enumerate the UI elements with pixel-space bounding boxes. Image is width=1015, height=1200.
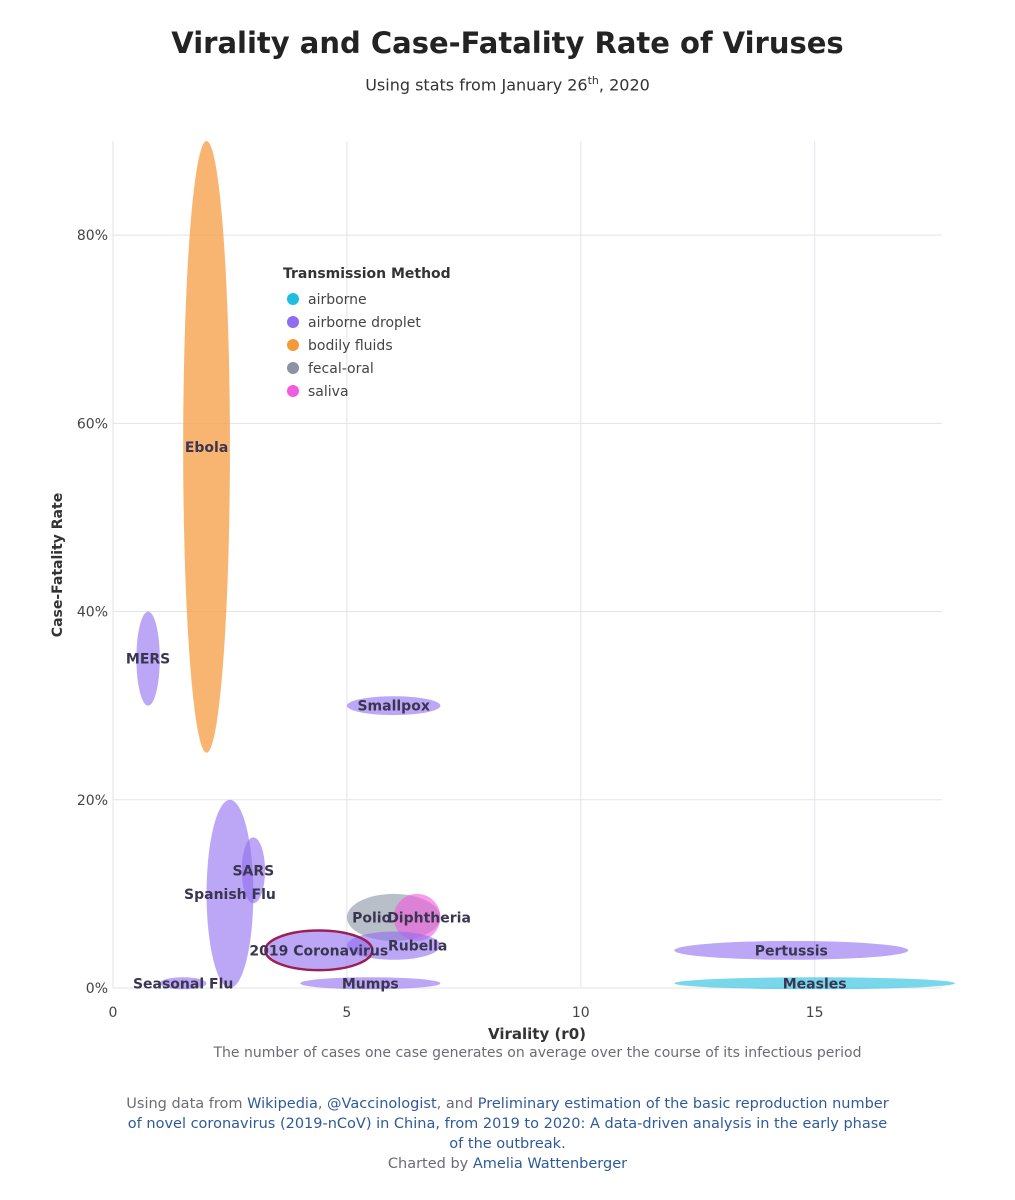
source-sep-2: , and bbox=[436, 1096, 478, 1112]
y-axis-label: Case-Fatality Rate bbox=[50, 493, 66, 637]
scatter-chart: Ebola MERS Smallpox Spanish Flu SARS PolioDip… bbox=[50, 141, 955, 1043]
legend-item-label: airborne droplet bbox=[308, 315, 421, 331]
ellipse-2019-coronavirus[interactable] bbox=[267, 931, 371, 970]
ellipse-measles[interactable] bbox=[674, 977, 955, 990]
source-line-1: Using data from Wikipedia, @Vaccinologis… bbox=[0, 1094, 1015, 1114]
subtitle-superscript: th bbox=[587, 74, 599, 87]
label-pertussis: Pertussis bbox=[755, 943, 828, 959]
ellipse-smallpox[interactable] bbox=[346, 696, 441, 716]
y-tick-label: 80% bbox=[77, 228, 108, 244]
label-diphtheria: Diphtheria bbox=[387, 910, 471, 926]
y-tick-label: 60% bbox=[77, 416, 108, 432]
legend: Transmission Method airborne airborne drop… bbox=[283, 266, 451, 400]
x-axis-caption: The number of cases one case generates o… bbox=[213, 1045, 862, 1061]
charted-by: Charted by Amelia Wattenberger bbox=[0, 1154, 1015, 1174]
label-rubella: Rubella bbox=[388, 939, 447, 955]
legend-item-label: bodily fluids bbox=[308, 338, 393, 354]
label-mumps: Mumps bbox=[342, 976, 399, 992]
vaccinologist-link[interactable]: @Vaccinologist bbox=[327, 1096, 437, 1112]
ellipse-diphtheria[interactable] bbox=[393, 893, 441, 941]
x-tick-label: 10 bbox=[572, 1005, 590, 1021]
source-pre: Using data from bbox=[126, 1096, 248, 1112]
y-tick-label: 40% bbox=[77, 605, 108, 621]
y-tick-label: 20% bbox=[77, 793, 108, 809]
legend-title: Transmission Method bbox=[283, 266, 451, 282]
label-polio: Polio bbox=[352, 910, 391, 926]
legend-swatch bbox=[287, 362, 299, 374]
legend-swatch bbox=[287, 293, 299, 305]
x-tick-label: 0 bbox=[109, 1005, 118, 1021]
x-tick-label: 15 bbox=[806, 1005, 824, 1021]
legend-item-label: fecal-oral bbox=[308, 361, 374, 377]
ellipse-mumps[interactable] bbox=[300, 977, 441, 990]
chart-subtitle: Using stats from January 26th, 2020 bbox=[0, 74, 1015, 94]
subtitle-text: Using stats from January 26 bbox=[365, 75, 588, 95]
ellipse-spanish-flu[interactable] bbox=[206, 799, 254, 989]
virus-labels: Ebola MERS Smallpox Spanish Flu SARS PolioDip… bbox=[126, 440, 847, 992]
label-measles: Measles bbox=[783, 976, 847, 992]
paper-link-cont[interactable]: of novel coronavirus (2019-nCoV) in Chin… bbox=[127, 1116, 888, 1132]
label-smallpox: Smallpox bbox=[357, 699, 429, 715]
label-ebola: Ebola bbox=[185, 440, 228, 456]
label-spanish-flu: Spanish Flu bbox=[184, 887, 276, 903]
highlight-ring bbox=[264, 929, 374, 972]
source-line-3: of the outbreak. bbox=[0, 1134, 1015, 1154]
paper-link-end[interactable]: of the outbreak. bbox=[449, 1136, 566, 1152]
ellipse-sars[interactable] bbox=[241, 837, 266, 904]
ellipse-mers[interactable] bbox=[136, 611, 160, 706]
axis-ticks: 0 5 10 15 0% 20% 40% 60% 80% bbox=[77, 228, 824, 1021]
ellipse-ebola[interactable] bbox=[183, 141, 230, 753]
subtitle-year: , 2020 bbox=[598, 75, 650, 95]
paper-link[interactable]: Preliminary estimation of the basic repr… bbox=[477, 1096, 889, 1112]
charted-by-text: Charted by bbox=[387, 1156, 473, 1172]
ellipse-seasonal-flu[interactable] bbox=[159, 977, 207, 990]
source-sep-1: , bbox=[317, 1096, 328, 1112]
ellipse-rubella[interactable] bbox=[346, 931, 441, 960]
legend-item-label: saliva bbox=[308, 384, 349, 400]
ellipse-pertussis[interactable] bbox=[674, 940, 909, 960]
legend-swatch bbox=[287, 339, 299, 351]
legend-item-label: airborne bbox=[308, 292, 367, 308]
source-line-2: of novel coronavirus (2019-nCoV) in Chin… bbox=[0, 1114, 1015, 1134]
y-tick-label: 0% bbox=[86, 981, 108, 997]
label-mers: MERS bbox=[126, 652, 170, 668]
label-2019-coronavirus: 2019 Coronavirus bbox=[249, 943, 388, 959]
source-credits: Using data from Wikipedia, @Vaccinologis… bbox=[0, 1094, 1015, 1174]
x-tick-label: 5 bbox=[342, 1005, 351, 1021]
x-axis-label: Virality (r0) bbox=[488, 1025, 586, 1043]
chart-title: Virality and Case-Fatality Rate of Virus… bbox=[171, 26, 844, 60]
label-sars: SARS bbox=[232, 863, 274, 879]
wikipedia-link[interactable]: Wikipedia bbox=[247, 1096, 318, 1112]
grid-lines bbox=[112, 141, 942, 989]
legend-swatch bbox=[287, 316, 299, 328]
virus-ellipses bbox=[136, 141, 955, 990]
author-link[interactable]: Amelia Wattenberger bbox=[472, 1156, 628, 1172]
legend-swatch bbox=[287, 385, 299, 397]
label-seasonal-flu: Seasonal Flu bbox=[133, 976, 233, 992]
